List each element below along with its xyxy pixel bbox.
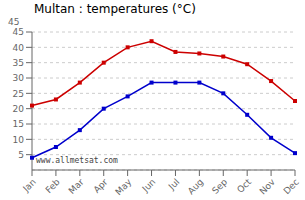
svg-text:25: 25 — [13, 89, 24, 99]
svg-text:Dec: Dec — [282, 177, 297, 196]
svg-text:Jun: Jun — [140, 177, 158, 195]
svg-text:20: 20 — [13, 104, 25, 114]
svg-text:10: 10 — [13, 135, 25, 145]
svg-text:30: 30 — [13, 73, 25, 83]
html-text:Multan : temperatures (°C): Multan : temperatures (°C) — [34, 2, 196, 16]
svg-text:May: May — [113, 176, 134, 197]
svg-text:Mar: Mar — [67, 177, 86, 196]
svg-text:45: 45 — [13, 27, 24, 37]
svg-text:Nov: Nov — [258, 176, 278, 196]
svg-text:Sep: Sep — [210, 177, 229, 196]
svg-text:Aug: Aug — [186, 177, 206, 197]
html-text:45: 45 — [8, 17, 20, 27]
svg-text:Jul: Jul — [166, 177, 181, 192]
svg-text:15: 15 — [13, 119, 24, 129]
svg-text:Jan: Jan — [20, 177, 38, 195]
svg-text:Apr: Apr — [92, 177, 110, 195]
html-text:www.allmetsat.com: www.allmetsat.com — [36, 156, 118, 165]
svg-text:5: 5 — [18, 150, 24, 160]
svg-text:35: 35 — [13, 58, 24, 68]
svg-text:Oct: Oct — [235, 177, 253, 195]
svg-text:40: 40 — [13, 43, 25, 53]
svg-text:Feb: Feb — [44, 177, 63, 196]
